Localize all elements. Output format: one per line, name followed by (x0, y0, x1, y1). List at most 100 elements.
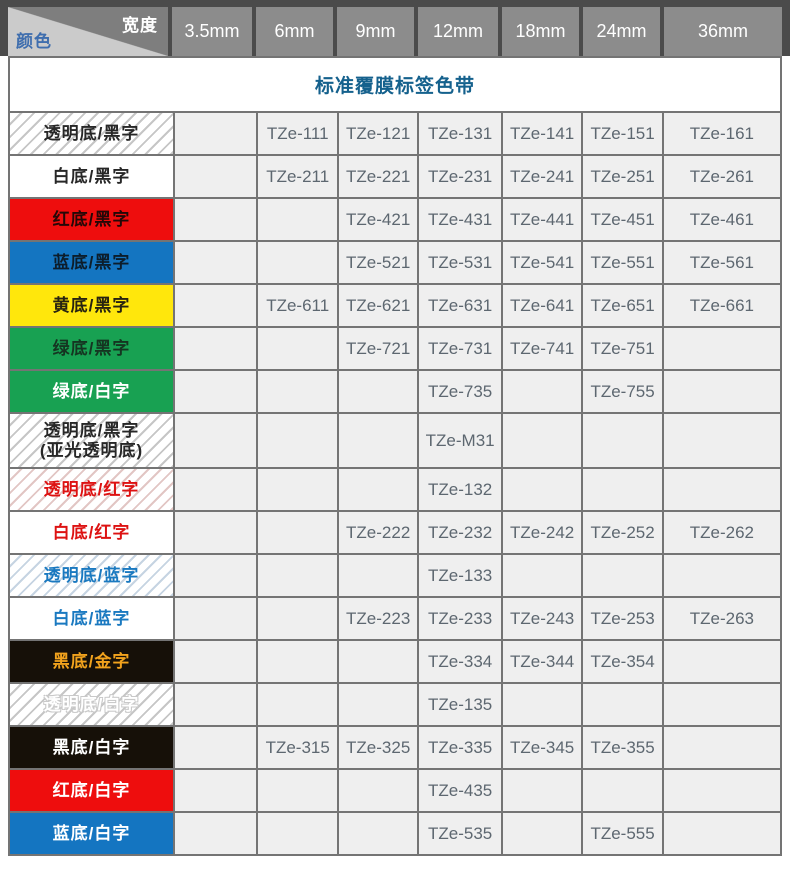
model-cell: TZe-211 (256, 154, 339, 199)
table-row: 透明底/蓝字 TZe-133 (8, 553, 783, 598)
empty-cell (256, 467, 339, 512)
empty-cell (172, 412, 259, 469)
row-color-label: 绿底/白字 (8, 369, 175, 414)
empty-cell (256, 639, 339, 684)
model-cell: TZe-355 (581, 725, 664, 770)
empty-cell (661, 369, 783, 414)
empty-cell (336, 369, 420, 414)
empty-cell (581, 682, 664, 727)
row-color-label: 红底/黑字 (8, 197, 175, 242)
width-header: 3.5mm (172, 7, 252, 56)
row-label-text: 透明底/红字 (43, 479, 140, 499)
empty-cell (661, 467, 783, 512)
table-row: 绿底/白字 TZe-735 TZe-755 (8, 369, 783, 414)
model-cell: TZe-263 (661, 596, 783, 641)
corner-cell: 宽度 颜色 (8, 7, 168, 56)
table-header-row: 宽度 颜色 3.5mm 6mm 9mm 12mm 18mm 24mm 36mm (0, 0, 790, 56)
model-cell: TZe-252 (581, 510, 664, 555)
model-cell: TZe-631 (417, 283, 503, 328)
model-cell: TZe-242 (500, 510, 584, 555)
model-cell: TZe-521 (336, 240, 420, 285)
empty-cell (256, 768, 339, 813)
table-row: 蓝底/黑字 TZe-521 TZe-531 TZe-541 TZe-551 TZe-561 (8, 240, 783, 285)
model-cell: TZe-441 (500, 197, 584, 242)
width-header: 24mm (583, 7, 660, 56)
model-cell: TZe-315 (256, 725, 339, 770)
empty-cell (581, 553, 664, 598)
model-cell: TZe-735 (417, 369, 503, 414)
empty-cell (336, 553, 420, 598)
empty-cell (581, 467, 664, 512)
empty-cell (256, 510, 339, 555)
model-cell: TZe-241 (500, 154, 584, 199)
table-row: 透明底/红字 TZe-132 (8, 467, 783, 512)
table-row: 蓝底/白字 TZe-535 TZe-555 (8, 811, 783, 856)
empty-cell (256, 682, 339, 727)
row-label-text: 黄底/黑字 (52, 295, 131, 315)
table-row: 黑底/白字 TZe-315 TZe-325 TZe-335 TZe-345 TZe-355 (8, 725, 783, 770)
model-cell: TZe-151 (581, 111, 664, 156)
model-cell: TZe-261 (661, 154, 783, 199)
model-cell: TZe-243 (500, 596, 584, 641)
model-cell: TZe-354 (581, 639, 664, 684)
table-row: 白底/黑字 TZe-211 TZe-221 TZe-231 TZe-241 TZe-251… (8, 154, 783, 199)
model-cell: TZe-535 (417, 811, 503, 856)
model-cell: TZe-325 (336, 725, 420, 770)
table-row: 绿底/黑字 TZe-721 TZe-731 TZe-741 TZe-751 (8, 326, 783, 371)
empty-cell (256, 326, 339, 371)
empty-cell (336, 682, 420, 727)
empty-cell (172, 197, 259, 242)
model-cell: TZe-721 (336, 326, 420, 371)
model-cell: TZe-161 (661, 111, 783, 156)
table-row: 红底/黑字 TZe-421 TZe-431 TZe-441 TZe-451 TZe-461 (8, 197, 783, 242)
row-label-text: 白底/红字 (52, 522, 131, 542)
empty-cell (172, 283, 259, 328)
empty-cell (172, 596, 259, 641)
tape-model-table: 透明底/黑字 TZe-111 TZe-121 TZe-131 TZe-141 TZe-15… (8, 111, 783, 856)
width-header: 36mm (664, 7, 782, 56)
empty-cell (661, 326, 783, 371)
empty-cell (172, 811, 259, 856)
empty-cell (336, 412, 420, 469)
model-cell: TZe-135 (417, 682, 503, 727)
empty-cell (172, 553, 259, 598)
empty-cell (500, 682, 584, 727)
model-cell: TZe-344 (500, 639, 584, 684)
model-cell: TZe-222 (336, 510, 420, 555)
empty-cell (172, 154, 259, 199)
row-label-text: 透明底/白字 (43, 694, 140, 714)
row-color-label: 透明底/黑字 (8, 111, 175, 156)
table-row: 红底/白字 TZe-435 (8, 768, 783, 813)
empty-cell (172, 510, 259, 555)
model-cell: TZe-531 (417, 240, 503, 285)
row-color-label: 透明底/蓝字 (8, 553, 175, 598)
empty-cell (172, 725, 259, 770)
corner-color-label: 颜色 (16, 32, 52, 51)
row-color-label: 黑底/白字 (8, 725, 175, 770)
model-cell: TZe-231 (417, 154, 503, 199)
row-label-text: 蓝底/黑字 (52, 252, 131, 272)
empty-cell (661, 768, 783, 813)
model-cell: TZe-133 (417, 553, 503, 598)
row-label-text: 白底/黑字 (52, 166, 131, 186)
row-color-label: 黑底/金字 (8, 639, 175, 684)
model-cell: TZe-755 (581, 369, 664, 414)
row-color-label: 白底/黑字 (8, 154, 175, 199)
row-label-text: 白底/蓝字 (52, 608, 131, 628)
empty-cell (336, 639, 420, 684)
row-label-subtext: (亚光透明底) (39, 440, 144, 460)
row-label-text: 透明底/黑字 (43, 420, 140, 440)
tape-spec-page: 宽度 颜色 3.5mm 6mm 9mm 12mm 18mm 24mm 36mm 标准覆膜标签… (0, 0, 790, 856)
empty-cell (661, 639, 783, 684)
table-title: 标准覆膜标签色带 (8, 56, 782, 111)
empty-cell (256, 240, 339, 285)
table-row: 黄底/黑字 TZe-611 TZe-621 TZe-631 TZe-641 TZe-651… (8, 283, 783, 328)
empty-cell (500, 768, 584, 813)
model-cell: TZe-551 (581, 240, 664, 285)
model-cell: TZe-232 (417, 510, 503, 555)
row-color-label: 白底/蓝字 (8, 596, 175, 641)
row-label-text: 绿底/白字 (52, 381, 131, 401)
empty-cell (661, 811, 783, 856)
empty-cell (336, 811, 420, 856)
row-color-label: 透明底/黑字 (亚光透明底) (8, 412, 175, 469)
